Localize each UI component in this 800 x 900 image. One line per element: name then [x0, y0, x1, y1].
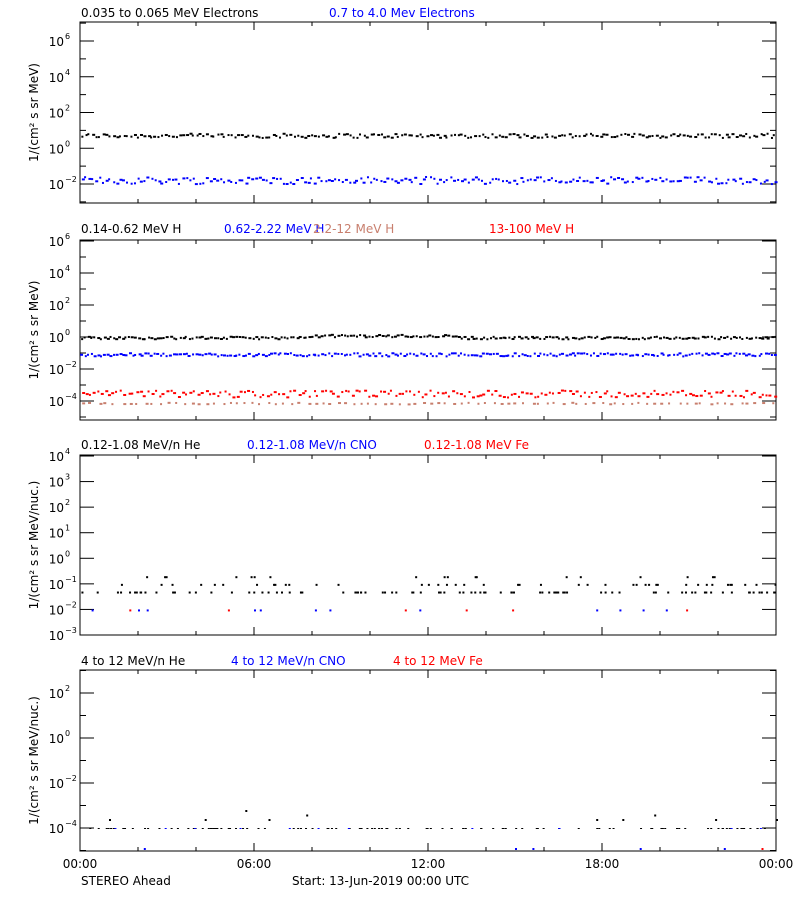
y-tick-exponent: 0 — [65, 729, 70, 738]
y-tick-exponent: 2 — [65, 684, 70, 693]
y-axis-label: 1/(cm² s sr MeV/nuc.) — [27, 696, 41, 825]
y-tick-exponent: 6 — [65, 232, 70, 241]
data-points — [80, 333, 778, 406]
data-points — [81, 576, 777, 612]
y-tick-exponent: −2 — [65, 774, 77, 783]
plot-frame — [79, 669, 777, 852]
y-tick-exponent: −4 — [65, 819, 77, 828]
x-axis-labels: 00:00 06:00 12:00 18:00 00:00 STEREO Ahe… — [63, 857, 794, 888]
legend-entry: 0.12-1.08 MeV/n He — [81, 438, 200, 452]
y-tick-exponent: 3 — [65, 473, 70, 482]
x-tick-label: 18:00 — [585, 857, 620, 871]
legend-entry: 4 to 12 MeV/n He — [81, 654, 185, 668]
y-tick-label: 10 — [49, 395, 64, 409]
y-tick-label: 10 — [49, 331, 64, 345]
y-tick-label: 10 — [49, 476, 64, 490]
x-tick-label: 00:00 — [759, 857, 794, 871]
y-tick-exponent: 1 — [65, 524, 70, 533]
y-tick-exponent: −4 — [65, 392, 77, 401]
y-tick-exponent: 0 — [65, 549, 70, 558]
y-tick-label: 10 — [49, 107, 64, 121]
data-points — [81, 132, 778, 186]
x-tick-label: 06:00 — [237, 857, 272, 871]
y-tick-label: 10 — [49, 552, 64, 566]
y-tick-exponent: 4 — [65, 68, 70, 77]
y-tick-exponent: 4 — [65, 447, 70, 456]
y-tick-exponent: 0 — [65, 139, 70, 148]
x-tick-label: 00:00 — [63, 857, 98, 871]
start-time-label: Start: 13-Jun-2019 00:00 UTC — [292, 874, 469, 888]
y-tick-label: 10 — [49, 687, 64, 701]
y-tick-exponent: −2 — [65, 600, 77, 609]
y-tick-label: 10 — [49, 603, 64, 617]
legend-entry: 0.14-0.62 MeV H — [81, 222, 181, 236]
y-tick-exponent: 4 — [65, 264, 70, 273]
legend-entry: 0.12-1.08 MeV Fe — [424, 438, 529, 452]
y-tick-exponent: −1 — [65, 575, 77, 584]
plot-frame — [79, 21, 777, 204]
y-tick-exponent: 2 — [65, 296, 70, 305]
legend-entry: 0.035 to 0.065 MeV Electrons — [81, 6, 258, 20]
y-axis-label: 1/(cm² s sr MeV) — [27, 63, 41, 162]
y-tick-label: 10 — [49, 142, 64, 156]
y-tick-label: 10 — [49, 235, 64, 249]
legend-entry: 0.62-2.22 MeV H — [224, 222, 324, 236]
y-tick-label: 10 — [49, 527, 64, 541]
y-tick-label: 10 — [49, 732, 64, 746]
y-axis-label: 1/(cm² s sr MeV/nuc.) — [27, 481, 41, 610]
y-tick-label: 10 — [49, 822, 64, 836]
y-tick-label: 10 — [49, 299, 64, 313]
legend-entry: 2.2-12 MeV H — [313, 222, 394, 236]
y-tick-label: 10 — [49, 267, 64, 281]
y-tick-exponent: 2 — [65, 498, 70, 507]
y-tick-exponent: −3 — [65, 626, 77, 635]
spacecraft-label: STEREO Ahead — [81, 874, 171, 888]
data-points — [89, 810, 778, 850]
y-tick-exponent: −2 — [65, 360, 77, 369]
legend-entry: 4 to 12 MeV/n CNO — [231, 654, 346, 668]
y-tick-label: 10 — [49, 35, 64, 49]
y-tick-exponent: −2 — [65, 175, 77, 184]
y-tick-label: 10 — [49, 578, 64, 592]
legend-entry: 13-100 MeV H — [489, 222, 574, 236]
legend-entry: 0.12-1.08 MeV/n CNO — [247, 438, 377, 452]
plot-frame — [79, 454, 777, 636]
y-tick-label: 10 — [49, 629, 64, 643]
y-axis-label: 1/(cm² s sr MeV) — [27, 281, 41, 380]
y-tick-label: 10 — [49, 363, 64, 377]
y-tick-exponent: 6 — [65, 32, 70, 41]
legend-entry: 4 to 12 MeV Fe — [393, 654, 483, 668]
y-tick-exponent: 2 — [65, 104, 70, 113]
y-tick-label: 10 — [49, 501, 64, 515]
y-tick-label: 10 — [49, 450, 64, 464]
y-tick-label: 10 — [49, 777, 64, 791]
x-tick-label: 12:00 — [411, 857, 446, 871]
y-tick-label: 10 — [49, 178, 64, 192]
y-tick-label: 10 — [49, 71, 64, 85]
legend-entry: 0.7 to 4.0 Mev Electrons — [329, 6, 475, 20]
y-tick-exponent: 0 — [65, 328, 70, 337]
